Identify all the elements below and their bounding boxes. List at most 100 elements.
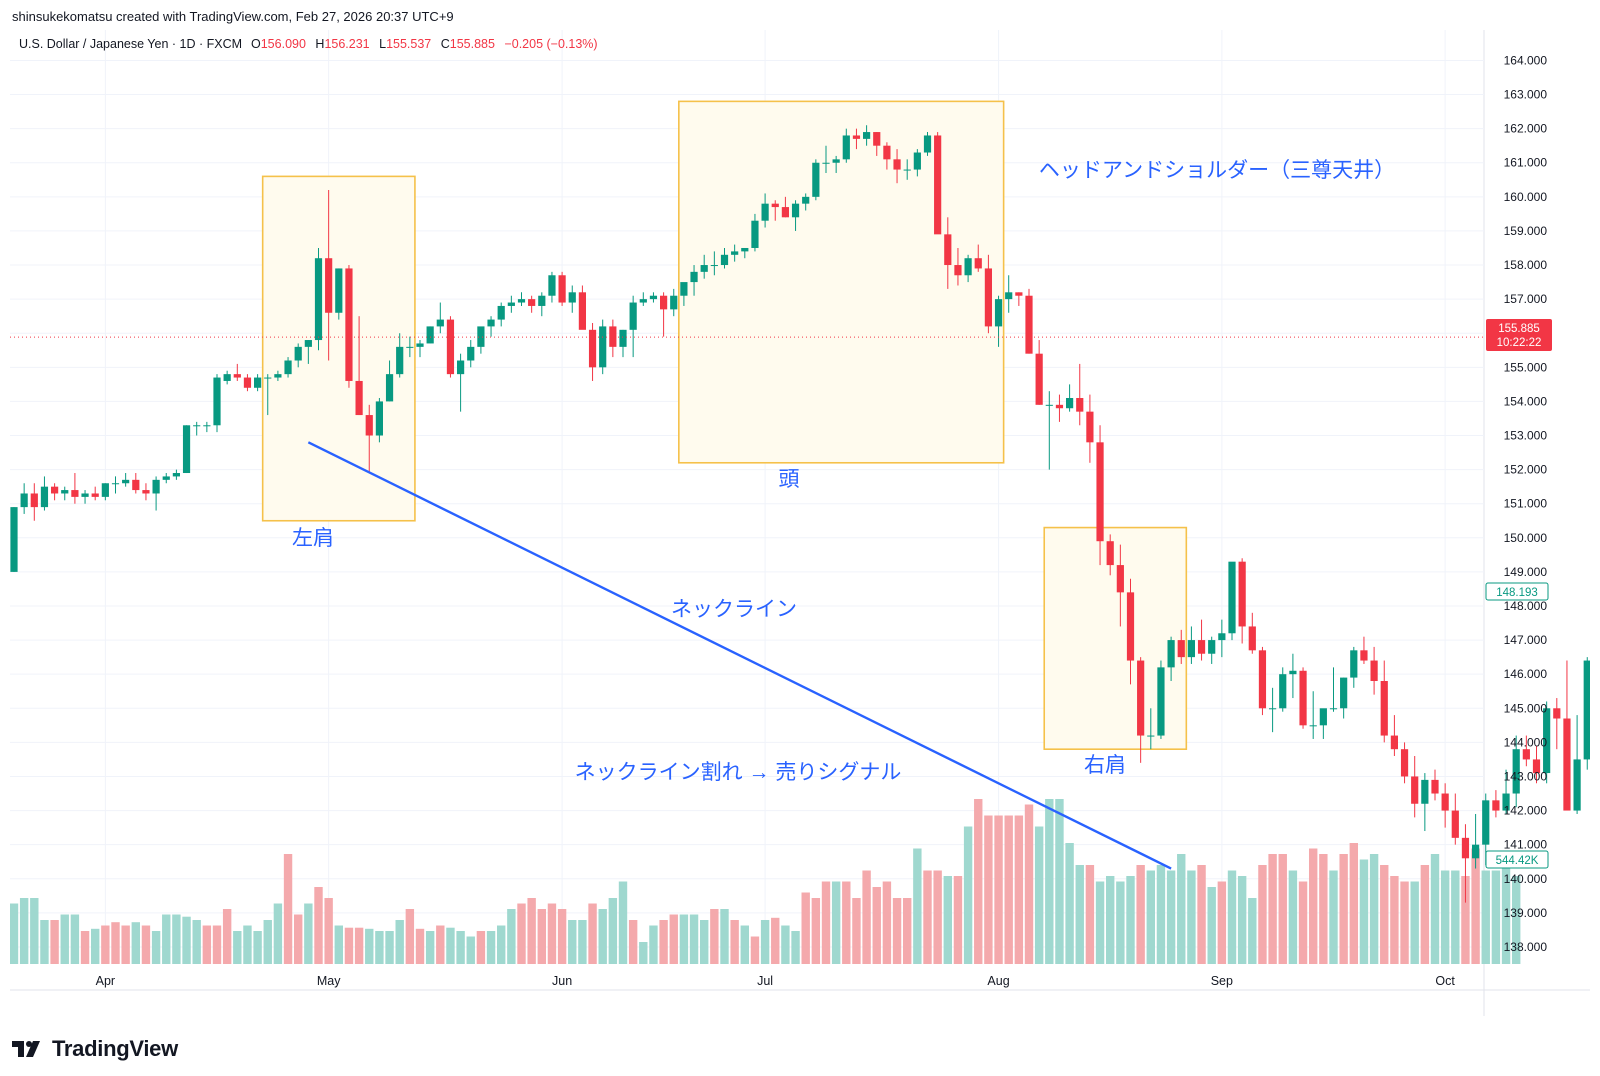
volume-bar (334, 925, 343, 964)
volume-bar (1126, 876, 1135, 964)
volume-bar (415, 928, 425, 964)
volume-bar (91, 928, 100, 964)
candle-body (61, 490, 69, 494)
y-tick-label: 147.000 (1504, 633, 1548, 647)
volume-bar (720, 909, 729, 964)
volume-bar (568, 920, 577, 964)
y-tick-label: 160.000 (1504, 190, 1548, 204)
candle-body (1350, 650, 1358, 678)
candle-body (994, 299, 1003, 327)
volume-bar (1034, 826, 1044, 964)
annotation-pattern-title: ヘッドアンドショルダー（三尊天井） (1039, 159, 1395, 182)
volume-bar (608, 898, 618, 964)
candle-body (974, 258, 982, 269)
volume-bar (385, 931, 394, 964)
volume-bar (578, 920, 587, 964)
candle-body (720, 254, 729, 266)
candle-body (1167, 640, 1175, 668)
volume-bar (984, 815, 993, 964)
candle-body (680, 282, 688, 296)
candle-body (670, 295, 678, 310)
volume-bar (750, 936, 760, 964)
volume-value-badge: 544.42K (1485, 850, 1549, 869)
candle-body (1076, 398, 1084, 412)
volume-bar (1359, 859, 1369, 964)
candle-body (944, 234, 952, 266)
candle-body (913, 152, 921, 170)
candle-body (477, 326, 485, 347)
candle-body (1573, 759, 1581, 811)
volume-bar (963, 826, 973, 964)
candle-body (1472, 844, 1480, 859)
svg-text:148.193: 148.193 (1496, 587, 1538, 599)
candle-body (396, 346, 404, 375)
candle-body (791, 203, 800, 218)
candle-body (1208, 640, 1216, 654)
volume-bar (456, 931, 465, 964)
candle-body (1390, 735, 1398, 750)
volume-bar (9, 903, 19, 964)
volume-bar (1491, 870, 1501, 964)
volume-bar (344, 927, 354, 964)
candle-body (1340, 677, 1348, 709)
volume-bar (588, 903, 597, 964)
volume-bar (943, 876, 952, 964)
volume-bar (1085, 865, 1095, 964)
candle-body (223, 374, 231, 381)
volume-bar (1268, 854, 1277, 964)
candle-body (781, 207, 789, 218)
volume-bar (80, 931, 90, 964)
candle-body (1441, 793, 1449, 811)
volume-bar (1177, 854, 1186, 964)
volume-bar (1187, 870, 1196, 964)
volume-bar (497, 925, 506, 964)
volume-bar (517, 903, 526, 964)
legend-ohlc: O156.090 H156.231 L155.537 C155.885 −0.2… (251, 37, 598, 51)
candle-body (517, 299, 526, 303)
candle-body (1411, 776, 1419, 804)
volume-bar (486, 931, 496, 964)
candle-body (304, 340, 312, 347)
candle-body (284, 360, 292, 375)
x-tick-label: Jul (757, 974, 773, 988)
tradingview-logo[interactable]: TradingView (12, 1036, 178, 1062)
candle-body (71, 490, 79, 497)
volume-bar (30, 898, 39, 964)
volume-bar (882, 881, 892, 964)
volume-bar (395, 920, 404, 964)
candle-body (863, 132, 871, 139)
volume-bar (60, 914, 69, 964)
volume-bar (192, 920, 201, 964)
candle-body (690, 271, 698, 283)
volume-bar (253, 931, 262, 964)
volume-bar (172, 914, 181, 964)
candle-body (1248, 626, 1256, 651)
volume-bar (70, 914, 80, 964)
candlestick-chart[interactable]: 138.000 139.000 140.000 141.000 142.000 143.0… (9, 30, 1600, 1016)
volume-bar (1288, 870, 1298, 964)
candle-body (812, 162, 820, 197)
candle-body (1055, 404, 1064, 409)
candle-body (1035, 353, 1043, 405)
candle-body (1197, 640, 1206, 654)
volume-bar (131, 922, 140, 964)
candle-body (1583, 660, 1591, 760)
volume-bar (994, 815, 1003, 964)
candle-body (954, 265, 962, 276)
y-tick-label: 138.000 (1504, 940, 1548, 954)
candle-body (254, 377, 262, 388)
candle-body (51, 486, 59, 494)
candle-body (934, 135, 942, 235)
candle-body (1502, 793, 1510, 811)
volume-bar (700, 920, 709, 964)
volume-bar (151, 931, 161, 964)
candle-body (629, 302, 637, 330)
volume-bar (1156, 865, 1166, 964)
annotation-head: 頭 (779, 468, 800, 491)
candle-body (1177, 640, 1185, 658)
volume-bar (730, 920, 739, 964)
neckline-trendline (307, 441, 1172, 870)
y-tick-label: 144.000 (1504, 735, 1548, 749)
annotation-right-shoulder: 右肩 (1084, 754, 1126, 777)
chart-frame[interactable]: 138.000 139.000 140.000 141.000 142.000 143.0… (9, 30, 1600, 1016)
